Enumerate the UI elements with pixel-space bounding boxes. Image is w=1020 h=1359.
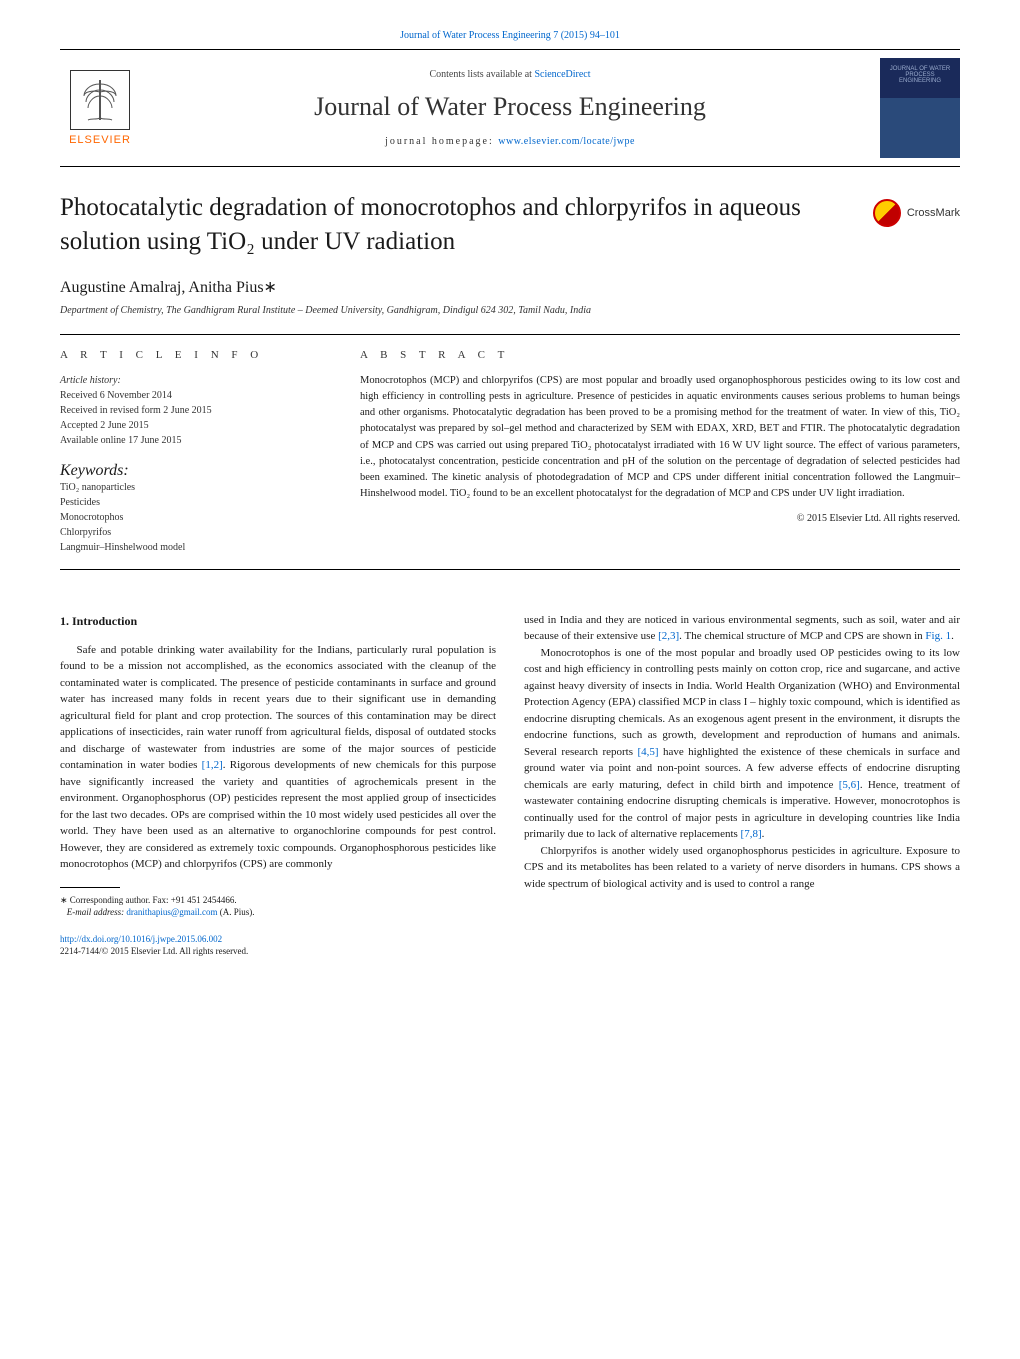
- journal-banner: ELSEVIER Contents lists available at Sci…: [60, 49, 960, 167]
- article-history-hdr: Article history:: [60, 373, 320, 388]
- banner-center: Contents lists available at ScienceDirec…: [140, 69, 880, 147]
- cite-2-3[interactable]: [2,3]: [658, 630, 679, 642]
- contents-line: Contents lists available at ScienceDirec…: [156, 69, 864, 80]
- cite-1-2[interactable]: [1,2]: [202, 759, 223, 771]
- homepage-line: journal homepage: www.elsevier.com/locat…: [156, 136, 864, 147]
- elsevier-wordmark: ELSEVIER: [69, 134, 131, 146]
- cite-4-5[interactable]: [4,5]: [637, 746, 658, 758]
- article-info-heading: A R T I C L E I N F O: [60, 349, 320, 361]
- intro-para-4: Chlorpyrifos is another widely used orga…: [524, 843, 960, 893]
- journal-cover-thumb: JOURNAL OF WATER PROCESS ENGINEERING: [880, 58, 960, 158]
- sciencedirect-link[interactable]: ScienceDirect: [534, 69, 590, 80]
- abstract-col: A B S T R A C T Monocrotophos (MCP) and …: [360, 349, 960, 555]
- keywords-list: TiO₂ nanoparticles Pesticides Monocrotop…: [60, 480, 320, 555]
- email-suffix: (A. Pius).: [217, 907, 254, 917]
- corr-author-footnote: ∗ Corresponding author. Fax: +91 451 245…: [60, 894, 496, 919]
- history-item: Received in revised form 2 June 2015: [60, 403, 320, 418]
- footnote-block: ∗ Corresponding author. Fax: +91 451 245…: [60, 887, 496, 958]
- keyword: Pesticides: [60, 495, 320, 510]
- running-head: Journal of Water Process Engineering 7 (…: [60, 30, 960, 41]
- journal-name: Journal of Water Process Engineering: [156, 92, 864, 122]
- contents-prefix: Contents lists available at: [429, 69, 534, 80]
- cite-7-8[interactable]: [7,8]: [741, 828, 762, 840]
- doi-block: http://dx.doi.org/10.1016/j.jwpe.2015.06…: [60, 933, 496, 958]
- doi-link[interactable]: http://dx.doi.org/10.1016/j.jwpe.2015.06…: [60, 934, 222, 944]
- corr-email-link[interactable]: dranithapius@gmail.com: [126, 907, 217, 917]
- abstract-heading: A B S T R A C T: [360, 349, 960, 361]
- keyword: Monocrotophos: [60, 510, 320, 525]
- elsevier-logo: ELSEVIER: [60, 70, 140, 146]
- crossmark-icon: [873, 199, 901, 227]
- corr-author-text: ∗ Corresponding author. Fax: +91 451 245…: [60, 895, 237, 905]
- article-info-col: A R T I C L E I N F O Article history: R…: [60, 349, 320, 555]
- homepage-link[interactable]: www.elsevier.com/locate/jwpe: [498, 136, 635, 147]
- intro-para-3: Monocrotophos is one of the most popular…: [524, 645, 960, 843]
- article-body: 1. Introduction Safe and potable drinkin…: [60, 612, 960, 958]
- journal-cover-text: JOURNAL OF WATER PROCESS ENGINEERING: [884, 66, 956, 84]
- crossmark-label: CrossMark: [907, 207, 960, 219]
- authors-names: Augustine Amalraj, Anitha Pius: [60, 279, 264, 296]
- authors-line: Augustine Amalraj, Anitha Pius∗: [60, 277, 960, 297]
- issn-line: 2214-7144/© 2015 Elsevier Ltd. All right…: [60, 946, 248, 956]
- email-label: E-mail address:: [67, 907, 127, 917]
- cite-5-6[interactable]: [5,6]: [839, 779, 860, 791]
- history-item: Received 6 November 2014: [60, 388, 320, 403]
- article-history: Article history: Received 6 November 201…: [60, 373, 320, 448]
- history-item: Available online 17 June 2015: [60, 433, 320, 448]
- elsevier-tree-icon: [70, 70, 130, 130]
- keywords-hdr: Keywords:: [60, 462, 320, 480]
- intro-para-2: used in India and they are noticed in va…: [524, 612, 960, 645]
- abstract-copyright: © 2015 Elsevier Ltd. All rights reserved…: [360, 513, 960, 524]
- corr-mark: ∗: [264, 279, 277, 296]
- keyword: Langmuir–Hinshelwood model: [60, 540, 320, 555]
- keyword: Chlorpyrifos: [60, 525, 320, 540]
- meta-block: A R T I C L E I N F O Article history: R…: [60, 334, 960, 570]
- intro-para-1: Safe and potable drinking water availabi…: [60, 642, 496, 873]
- keyword: TiO₂ nanoparticles: [60, 480, 320, 495]
- section-1-heading: 1. Introduction: [60, 612, 496, 630]
- footnote-separator: [60, 887, 120, 888]
- history-item: Accepted 2 June 2015: [60, 418, 320, 433]
- running-head-link[interactable]: Journal of Water Process Engineering 7 (…: [400, 30, 620, 41]
- article-title: Photocatalytic degradation of monocrotop…: [60, 191, 853, 259]
- homepage-prefix: journal homepage:: [385, 136, 498, 147]
- crossmark-badge[interactable]: CrossMark: [873, 199, 960, 227]
- abstract-text: Monocrotophos (MCP) and chlorpyrifos (CP…: [360, 373, 960, 503]
- affiliation: Department of Chemistry, The Gandhigram …: [60, 305, 960, 316]
- fig-1-link[interactable]: Fig. 1: [925, 630, 951, 642]
- title-row: Photocatalytic degradation of monocrotop…: [60, 191, 960, 259]
- keywords-block: Keywords: TiO₂ nanoparticles Pesticides …: [60, 462, 320, 555]
